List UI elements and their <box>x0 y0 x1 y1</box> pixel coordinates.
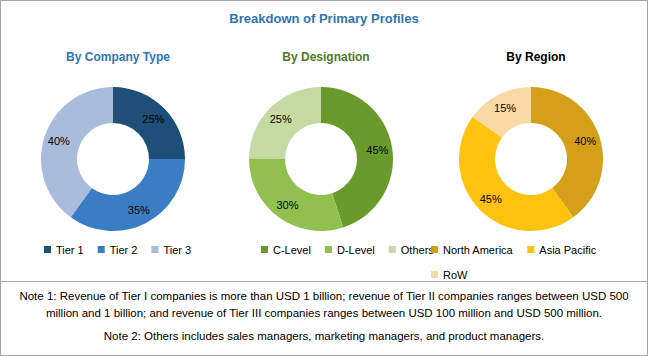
svg-text:40%: 40% <box>48 135 70 147</box>
svg-text:By Designation: By Designation <box>282 50 369 64</box>
svg-text:25%: 25% <box>142 113 164 125</box>
svg-text:Asia Pacific: Asia Pacific <box>539 244 596 256</box>
svg-text:Tier 2: Tier 2 <box>110 244 138 256</box>
svg-text:30%: 30% <box>276 199 298 211</box>
svg-text:Tier 3: Tier 3 <box>163 244 191 256</box>
html-text:Note 2: Others includes sales: Note 2: Others includes sales managers, … <box>103 330 545 342</box>
svg-text:25%: 25% <box>270 113 292 125</box>
svg-text:Tier 1: Tier 1 <box>56 244 84 256</box>
svg-text:RoW: RoW <box>443 269 468 280</box>
svg-text:35%: 35% <box>128 204 150 216</box>
svg-text:By Company Type: By Company Type <box>66 50 170 64</box>
svg-text:By Region: By Region <box>506 50 565 64</box>
svg-text:15%: 15% <box>494 102 516 114</box>
svg-text:45%: 45% <box>480 193 502 205</box>
html-text:Note 1: Revenue of Tier I comp: Note 1: Revenue of Tier I companies is m… <box>19 290 629 319</box>
svg-text:45%: 45% <box>366 144 388 156</box>
svg-text:D-Level: D-Level <box>337 244 375 256</box>
svg-text:40%: 40% <box>574 135 596 147</box>
svg-text:North America: North America <box>443 244 514 256</box>
svg-text:C-Level: C-Level <box>273 244 311 256</box>
svg-text:Breakdown of Primary Profiles: Breakdown of Primary Profiles <box>229 11 418 26</box>
svg-text:Others*: Others* <box>401 244 439 256</box>
